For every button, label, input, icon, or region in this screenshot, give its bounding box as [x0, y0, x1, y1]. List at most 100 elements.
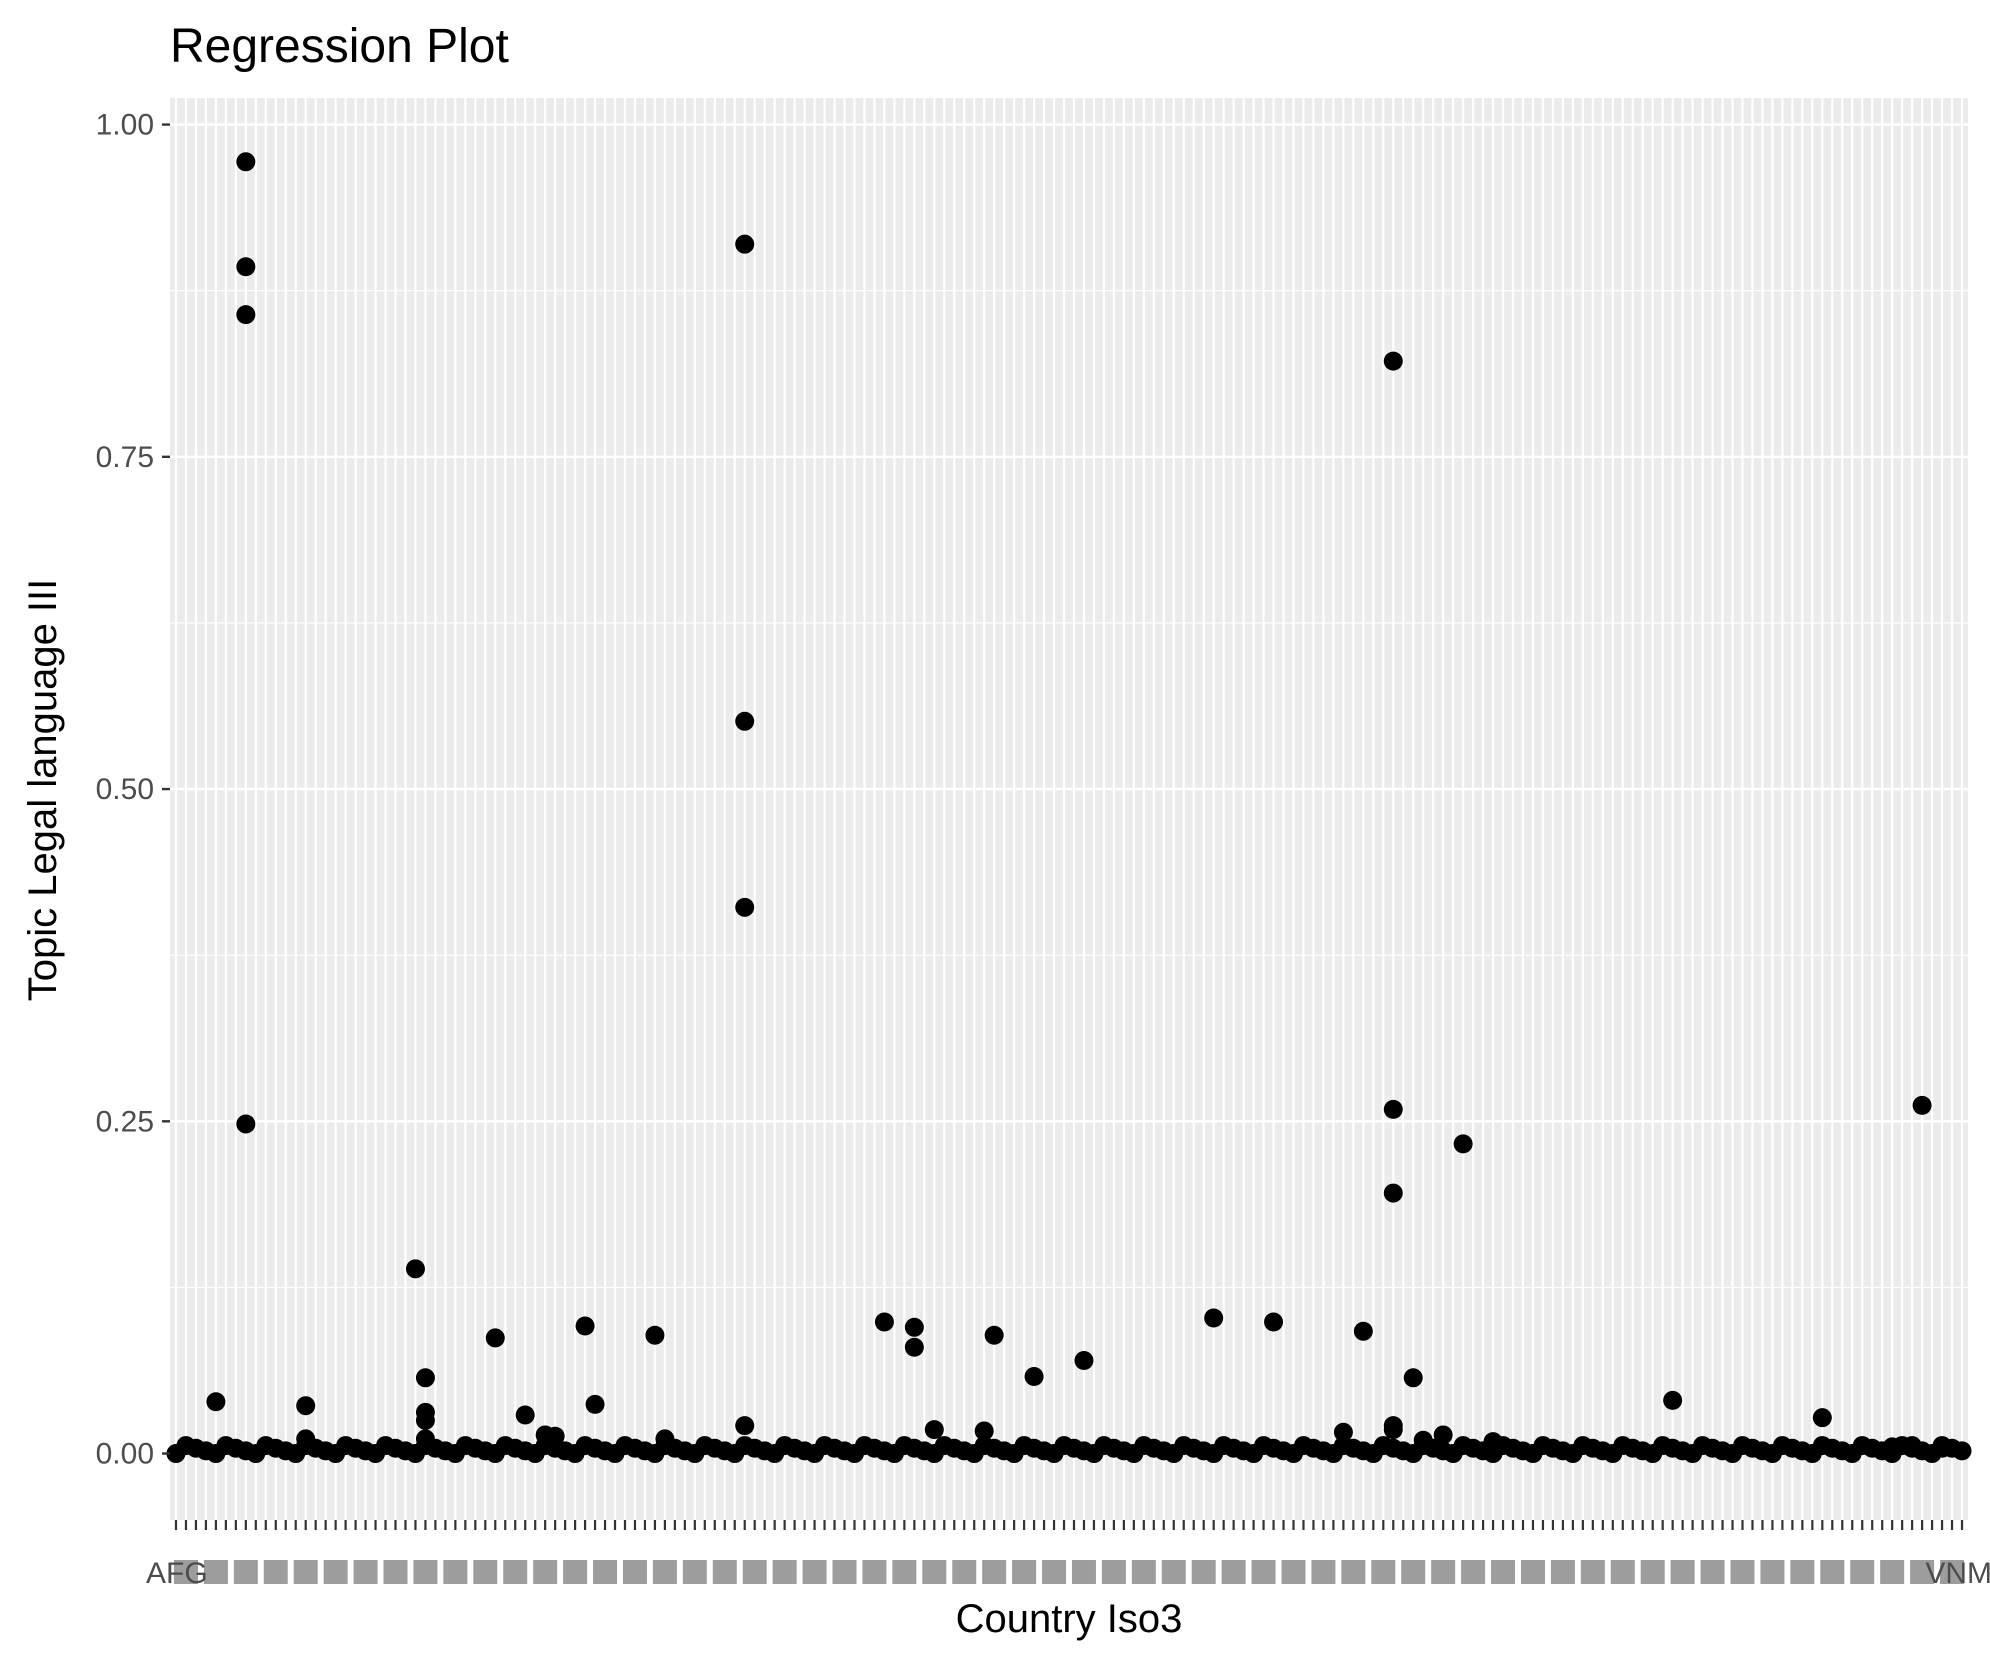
data-point — [735, 711, 755, 731]
x-tick-label-overlap — [1281, 1560, 1306, 1584]
y-tick-label: 0.75 — [96, 441, 154, 474]
x-tick-label-overlap — [203, 1560, 228, 1584]
data-point — [1383, 351, 1403, 371]
x-tick-label-overlap — [1670, 1560, 1695, 1584]
x-tick-label-overlap — [922, 1560, 947, 1584]
data-point — [655, 1429, 675, 1449]
data-point — [236, 152, 256, 172]
x-tick-label-overlap — [1401, 1560, 1426, 1584]
plot-area — [170, 98, 1968, 1520]
data-point — [735, 897, 755, 917]
x-tick-label-overlap — [263, 1560, 288, 1584]
data-point — [405, 1259, 425, 1279]
data-point — [1353, 1321, 1373, 1341]
x-tick-label-overlap — [1131, 1560, 1156, 1584]
x-tick-label-overlap — [293, 1560, 318, 1584]
data-point — [1383, 1183, 1403, 1203]
data-point — [1383, 1420, 1403, 1440]
x-tick-label-overlap-band — [173, 1560, 1965, 1584]
data-point — [1433, 1425, 1453, 1445]
x-tick-label-overlap — [1550, 1560, 1575, 1584]
data-point — [984, 1325, 1004, 1345]
x-tick-label-overlap — [1610, 1560, 1635, 1584]
data-point — [545, 1426, 565, 1446]
x-tick-label-overlap — [1431, 1560, 1456, 1584]
data-point — [1403, 1368, 1423, 1388]
x-tick-label-overlap — [622, 1560, 647, 1584]
x-tick-label-overlap — [952, 1560, 977, 1584]
x-tick-label-overlap — [1311, 1560, 1336, 1584]
x-tick-label-overlap — [1191, 1560, 1216, 1584]
y-tick-label: 0.00 — [96, 1438, 154, 1471]
data-point — [1074, 1351, 1094, 1371]
x-tick-label-overlap — [443, 1560, 468, 1584]
data-point — [1483, 1432, 1503, 1452]
x-tick-label-overlap — [682, 1560, 707, 1584]
x-tick-label-overlap — [1491, 1560, 1516, 1584]
y-axis-title: Topic Legal language III — [21, 579, 65, 1002]
x-tick-label-overlap — [563, 1560, 588, 1584]
data-point — [1812, 1408, 1832, 1428]
x-tick-label-overlap — [533, 1560, 558, 1584]
data-point — [1453, 1134, 1473, 1154]
data-point — [1204, 1308, 1224, 1328]
y-tick-label: 1.00 — [96, 109, 154, 142]
x-tick-label-overlap — [1520, 1560, 1545, 1584]
x-tick-label-overlap — [802, 1560, 827, 1584]
plot-panel — [170, 98, 1968, 1520]
x-tick-label-overlap — [1790, 1560, 1815, 1584]
data-points — [166, 152, 1972, 1464]
data-point — [1932, 1438, 1952, 1458]
axes: 0.000.250.500.751.00AFGVNM — [96, 109, 1990, 1590]
data-point — [1882, 1437, 1902, 1457]
data-point — [924, 1420, 944, 1440]
y-tick-label: 0.25 — [96, 1105, 154, 1138]
x-tick-label-overlap — [233, 1560, 258, 1584]
x-tick-label-overlap — [1012, 1560, 1037, 1584]
data-point — [1024, 1366, 1044, 1386]
y-tick-label: 0.50 — [96, 773, 154, 806]
data-point — [1333, 1422, 1353, 1442]
x-tick-label-overlap — [1101, 1560, 1126, 1584]
x-tick-label-overlap — [1161, 1560, 1186, 1584]
x-tick-label-overlap — [1820, 1560, 1845, 1584]
x-tick-label-overlap — [593, 1560, 618, 1584]
x-tick-label-overlap — [712, 1560, 737, 1584]
x-tick-label-overlap — [862, 1560, 887, 1584]
data-point — [415, 1368, 435, 1388]
data-point — [1413, 1430, 1433, 1450]
x-tick-label-overlap — [473, 1560, 498, 1584]
data-point — [1912, 1095, 1932, 1115]
x-tick-label-overlap — [1850, 1560, 1875, 1584]
data-point — [415, 1410, 435, 1430]
data-point — [645, 1325, 665, 1345]
data-point — [1264, 1312, 1284, 1332]
data-point — [236, 257, 256, 277]
data-point — [735, 234, 755, 254]
x-tick-label-overlap — [1042, 1560, 1067, 1584]
data-point — [515, 1405, 535, 1425]
data-point — [236, 1114, 256, 1134]
x-tick-label-overlap — [1251, 1560, 1276, 1584]
data-point — [974, 1421, 994, 1441]
data-point — [415, 1429, 435, 1449]
x-tick-label-overlap — [1700, 1560, 1725, 1584]
x-tick-label-overlap — [1760, 1560, 1785, 1584]
x-tick-label-overlap — [1910, 1560, 1935, 1584]
data-point — [1902, 1436, 1922, 1456]
data-point — [1663, 1390, 1683, 1410]
x-tick-label-overlap — [1880, 1560, 1905, 1584]
x-tick-label-overlap — [503, 1560, 528, 1584]
data-point — [575, 1316, 595, 1336]
data-point — [485, 1328, 505, 1348]
data-point — [1952, 1441, 1972, 1461]
x-tick-label-overlap — [1640, 1560, 1665, 1584]
x-tick-label-overlap — [742, 1560, 767, 1584]
x-tick-label-overlap — [652, 1560, 677, 1584]
chart-title: Regression Plot — [170, 20, 509, 73]
data-point — [236, 305, 256, 325]
data-point — [296, 1429, 316, 1449]
x-tick-label-overlap — [1580, 1560, 1605, 1584]
